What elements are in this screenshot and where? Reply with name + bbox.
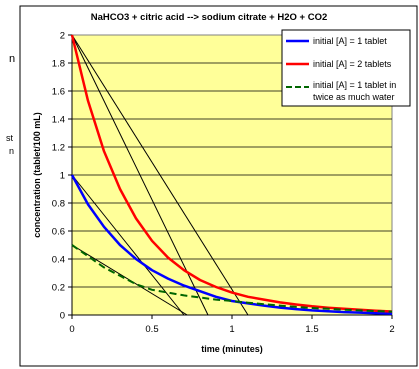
y-tick-label: 1.2: [52, 143, 65, 154]
y-tick-label: 0.6: [52, 227, 65, 238]
x-tick-label: 0: [69, 324, 74, 335]
y-tick-label: 0.2: [52, 283, 65, 294]
cutoff-text-1: n: [9, 53, 15, 65]
data-series: [70, 34, 393, 315]
legend-label-2: initial [A] = 2 tablets: [313, 59, 392, 69]
tangent-line: [71, 34, 209, 316]
y-tick-label: 0.4: [52, 255, 65, 266]
x-axis-ticks: 0 0.5 1 1.5 2: [69, 314, 395, 335]
legend-label-3b: twice as much water: [313, 92, 395, 102]
y-tick-label: 1.4: [52, 115, 65, 126]
series-line-1: [70, 174, 393, 315]
x-tick-label: 0.5: [145, 324, 158, 335]
legend-label-1: initial [A] = 1 tablet: [313, 36, 387, 46]
y-tick-label: 1.6: [52, 87, 65, 98]
y-tick-label: 1.8: [52, 59, 65, 70]
x-tick-label: 1.5: [305, 324, 318, 335]
chart-title: NaHCO3 + citric acid --> sodium citrate …: [91, 12, 328, 23]
cutoff-text-2: st: [6, 133, 14, 143]
legend-box: [281, 29, 411, 107]
cutoff-text-3: n: [9, 146, 14, 156]
legend: initial [A] = 1 tablet initial [A] = 2 t…: [281, 29, 411, 107]
x-tick-label: 2: [389, 324, 394, 335]
y-axis-title: concentration (tablet/100 mL): [32, 112, 42, 238]
y-tick-label: 1: [60, 171, 65, 182]
tangent-line: [71, 34, 249, 316]
y-tick-label: 0.8: [52, 199, 65, 210]
series-line-3: [71, 244, 393, 313]
y-tick-label: 0: [60, 311, 65, 322]
y-tick-label: 2: [60, 31, 65, 42]
y-axis-ticks: 0 0.2 0.4 0.6 0.8 1 1.2 1.4 1.6 1.8 2: [52, 31, 73, 322]
legend-label-3a: initial [A] = 1 tablet in: [313, 80, 396, 90]
x-tick-label: 1: [229, 324, 234, 335]
x-axis-title: time (minutes): [201, 344, 263, 354]
